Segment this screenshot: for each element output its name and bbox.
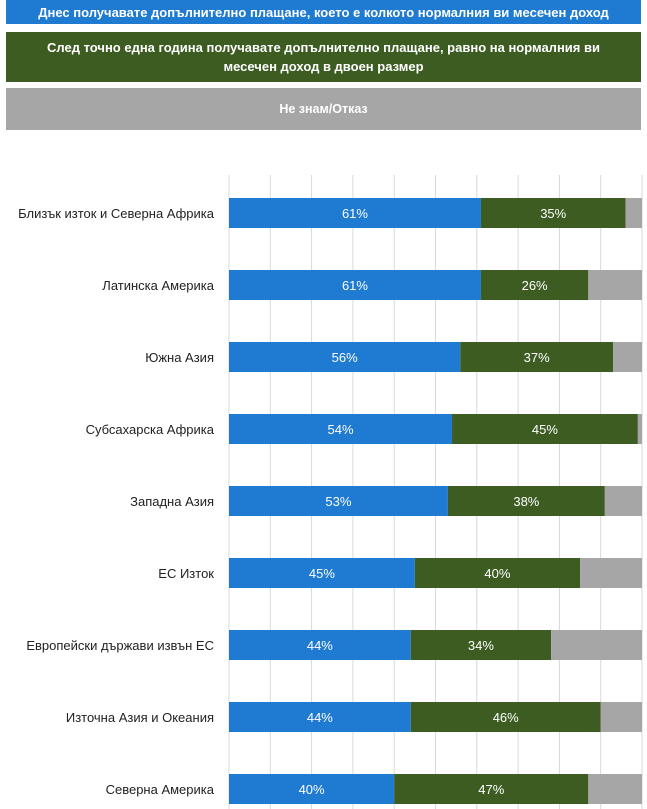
legend-label-one-year: След точно една година получавате допълн… [47,40,600,74]
bar-segment-dont-know [613,342,642,372]
bar-label-today: 44% [307,638,333,653]
bar-label-today: 61% [342,206,368,221]
bar-segment-today [229,342,461,372]
bar-label-today: 61% [342,278,368,293]
legend-item-dont-know: Не знам/Отказ [6,88,641,130]
bar-label-today: 53% [325,494,351,509]
category-label: ЕС Изток [158,566,214,581]
bar-label-one-year: 34% [468,638,494,653]
category-label: Европейски държави извън ЕС [26,638,214,653]
category-label: Близък изток и Северна Африка [18,206,215,221]
bar-segment-dont-know [604,486,642,516]
bar-segment-dont-know [600,702,642,732]
bar-segment-today [229,702,411,732]
stacked-bar-chart: Близък изток и Северна Африка 61% 35% Латин… [18,175,643,809]
legend-label-today: Днес получавате допълнително плащане, ко… [38,4,609,20]
bar-label-one-year: 37% [524,350,550,365]
bar-segment-today [229,486,448,516]
legend-item-today: Днес получавате допълнително плащане, ко… [6,0,641,24]
bar-segment-one-year [410,702,601,732]
bar-segment-today [229,414,453,444]
category-label: Западна Азия [130,494,214,509]
bar-segment-one-year [394,774,589,804]
legend-label-dont-know: Не знам/Отказ [279,101,368,116]
bar-label-one-year: 26% [522,278,548,293]
bar-label-today: 45% [309,566,335,581]
bar-segment-dont-know [588,270,642,300]
bar-segment-dont-know [551,630,642,660]
bar-segment-one-year [414,558,581,588]
bar-label-today: 54% [327,422,353,437]
bar-segment-dont-know [625,198,642,228]
bar-label-one-year: 40% [484,566,510,581]
bar-segment-today [229,198,481,228]
bar-label-one-year: 38% [513,494,539,509]
bar-segment-today [229,630,411,660]
bar-segment-one-year [480,198,626,228]
bar-segment-one-year [447,486,605,516]
category-label: Източна Азия и Океания [66,710,214,725]
category-label: Латинска Америка [102,278,214,293]
bar-segment-today [229,270,481,300]
bar-segment-dont-know [588,774,642,804]
bar-segment-dont-know [580,558,642,588]
bar-label-one-year: 46% [493,710,519,725]
bar-segment-one-year [480,270,589,300]
bar-segment-today [229,558,415,588]
bar-label-one-year: 45% [532,422,558,437]
legend-item-one-year: След точно една година получавате допълн… [6,32,641,82]
bar-segment-one-year [452,414,638,444]
bar-label-today: 40% [299,782,325,797]
bar-segment-today [229,774,395,804]
bar-label-one-year: 47% [478,782,504,797]
category-label: Южна Азия [145,350,214,365]
bar-segment-one-year [460,342,614,372]
bar-segment-one-year [410,630,552,660]
bar-label-today: 56% [332,350,358,365]
category-label: Субсахарска Африка [86,422,215,437]
bar-segment-dont-know [637,414,642,444]
bar-label-one-year: 35% [540,206,566,221]
category-label: Северна Америка [106,782,215,797]
bar-label-today: 44% [307,710,333,725]
